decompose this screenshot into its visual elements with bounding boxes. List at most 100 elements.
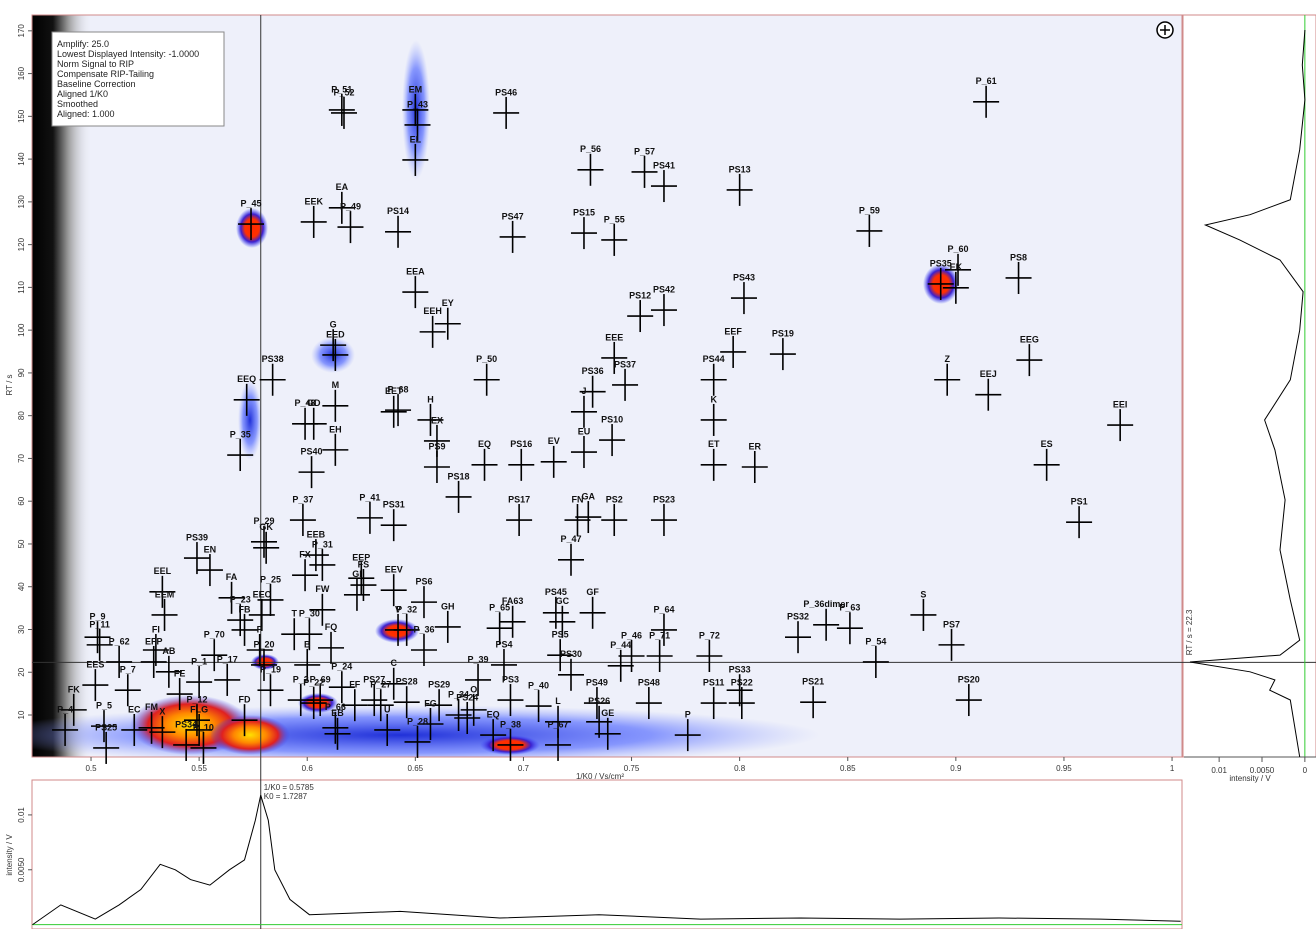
marker-label: T <box>292 609 298 619</box>
marker: P_19 <box>257 665 284 707</box>
marker: EEQ <box>233 374 260 416</box>
marker-label: PS46 <box>495 87 517 97</box>
marker-label: EL <box>410 134 422 144</box>
marker: P_51 <box>328 84 355 126</box>
marker-label: P_61 <box>976 76 997 86</box>
marker-label: P_65 <box>489 603 510 613</box>
marker: EU <box>570 426 597 469</box>
marker-label: P_72 <box>699 630 720 640</box>
marker-label: EFP <box>145 636 163 646</box>
marker: GD <box>300 398 327 440</box>
info-line: Norm Signal to RIP <box>57 59 134 69</box>
y-tick-label: 60 <box>17 496 26 505</box>
marker: P_10 <box>190 722 217 764</box>
marker: PS21 <box>800 677 827 719</box>
marker: PS9 <box>423 441 450 483</box>
marker-label: EV <box>548 436 560 446</box>
marker-label: PS28 <box>396 677 418 687</box>
marker: PS45 <box>542 587 569 629</box>
marker-label: PS6 <box>415 576 432 586</box>
y-tick-label: 110 <box>17 280 26 293</box>
marker: PS27 <box>361 674 388 717</box>
marker: PS16 <box>508 439 535 481</box>
y-tick-label: 80 <box>17 411 26 420</box>
marker: EEI <box>1107 399 1134 442</box>
marker-label: P_69 <box>310 674 331 684</box>
marker: P_36dimer <box>803 599 849 641</box>
marker-label: P_70 <box>204 630 225 640</box>
marker: PS22 <box>728 677 755 720</box>
marker-label: EQ <box>478 439 491 449</box>
marker-label: PS27 <box>363 674 385 684</box>
marker: P_72 <box>696 630 723 672</box>
marker-label: P_55 <box>604 214 625 224</box>
marker: PS3 <box>497 674 524 717</box>
marker: C <box>380 658 407 700</box>
info-line: Smoothed <box>57 99 98 109</box>
marker: P <box>674 709 701 752</box>
marker: GC <box>549 596 576 638</box>
y-tick-label: 40 <box>17 582 26 591</box>
marker: EEA <box>402 266 429 309</box>
marker-label: U <box>384 704 391 714</box>
marker-label: PS16 <box>510 439 532 449</box>
marker: AB <box>155 646 182 688</box>
marker: PS5 <box>547 630 574 672</box>
y-tick-label: 70 <box>17 453 26 462</box>
zoom-icon[interactable] <box>1156 21 1174 39</box>
marker: FI <box>142 624 169 667</box>
marker-label: PS19 <box>772 328 794 338</box>
marker-label: P <box>257 624 263 634</box>
marker-label: EEP <box>352 553 370 563</box>
x-tick-label: 0.95 <box>1056 764 1072 773</box>
marker: GE <box>594 708 621 750</box>
x-tick-label: 0.6 <box>302 764 314 773</box>
y-tick-label: 10 <box>17 710 26 719</box>
marker: PS42 <box>650 284 677 327</box>
y-tick-label: 0.01 <box>17 807 26 823</box>
marker-label: P_49 <box>340 201 361 211</box>
marker-label: EEB <box>307 529 326 539</box>
marker-label: EX <box>431 415 443 425</box>
marker: PS38 <box>259 354 286 396</box>
marker: EED <box>322 329 349 371</box>
y-axis-label: intensity / V <box>5 834 14 876</box>
marker: EET <box>380 386 407 428</box>
marker: P_62 <box>106 636 133 678</box>
marker: PS11 <box>700 677 727 720</box>
marker-label: P_28 <box>407 716 428 726</box>
marker: PS35 <box>927 258 954 300</box>
marker-label: EH <box>329 424 342 434</box>
marker-label: EEK <box>304 196 323 206</box>
info-line: Compensate RIP-Tailing <box>57 69 154 79</box>
x-tick-label: 0.65 <box>408 764 424 773</box>
marker-label: EEE <box>605 332 623 342</box>
marker-label: P_56 <box>580 144 601 154</box>
marker-label: GE <box>601 708 614 718</box>
marker: PS47 <box>499 211 526 253</box>
marker: K <box>700 394 727 436</box>
marker: EA <box>328 182 355 224</box>
marker: GI <box>343 569 370 611</box>
marker-label: FD <box>239 695 251 705</box>
marker-label: PS15 <box>573 207 595 217</box>
marker: Z <box>934 354 961 396</box>
main-frame <box>31 14 1183 758</box>
marker: P_55 <box>601 214 628 256</box>
marker: P_68 <box>385 384 412 427</box>
marker-label: G <box>330 319 337 329</box>
marker-label: EEC <box>253 589 272 599</box>
marker: PS46 <box>493 87 520 129</box>
marker-label: PS24 <box>456 692 478 702</box>
marker-label: P_37 <box>292 494 313 504</box>
marker-label: P_10 <box>193 722 214 732</box>
marker-label: EC <box>128 704 141 714</box>
marker-label: P_45 <box>241 198 262 208</box>
marker-label: O <box>470 684 477 694</box>
marker-label: P_44 <box>610 640 631 650</box>
marker-label: FS <box>358 559 370 569</box>
marker: FW <box>309 584 336 626</box>
marker-label: P_64 <box>653 604 674 614</box>
marker-label: PS43 <box>733 272 755 282</box>
